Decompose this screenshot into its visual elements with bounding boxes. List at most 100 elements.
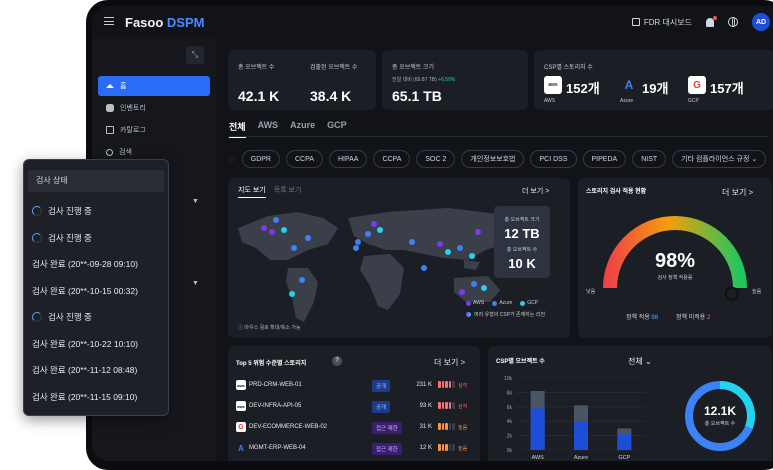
detected-objects-label: 검출된 오브젝트 수 — [310, 65, 358, 71]
chip-pipa[interactable]: 개인정보보호법 — [461, 150, 525, 168]
brand-logo[interactable]: Fasoo DSPM — [125, 15, 204, 30]
region-marker[interactable] — [291, 245, 297, 251]
scan-status-item[interactable]: 검사 진행 중 — [32, 229, 166, 247]
risk-level-bars — [438, 381, 455, 388]
fdr-dashboard-link[interactable]: FDR 대시보드 — [631, 17, 692, 28]
map-more-link[interactable]: 더 보기 > — [522, 188, 550, 195]
chevron-down-icon[interactable]: ▼ — [192, 280, 199, 287]
table-row[interactable]: A MGMT-ERP-WEB-04 접근 제한 12 K 높음 — [236, 441, 472, 455]
chip-pipeda[interactable]: PIPEDA — [582, 150, 627, 168]
region-marker[interactable] — [409, 239, 415, 245]
sidebar-item-inventory[interactable]: 인벤토리 — [98, 98, 210, 118]
region-marker[interactable] — [437, 241, 443, 247]
chip-ccpa-2[interactable]: CCPA — [373, 150, 411, 168]
table-row[interactable]: aws DEV-INFRA-API-05 공개 93 K 심각 — [236, 399, 472, 413]
sidebar-item-catalog[interactable]: 카탈로그 — [98, 120, 210, 140]
y-tick-label: 0k — [507, 448, 513, 454]
scan-status-item[interactable]: 검사 완료 (20**-09-28 09:10) — [32, 255, 166, 273]
scan-status-item[interactable]: 검사 완료 (20**-10-15 00:32) — [32, 282, 166, 300]
risk-level: 심각 — [458, 383, 468, 389]
csp-chart-filter[interactable]: 전체 ⌄ — [628, 357, 652, 366]
region-marker[interactable] — [475, 229, 481, 235]
scan-status-item[interactable]: 검사 진행 중 — [32, 202, 166, 220]
table-row[interactable]: aws PRD-CRM-WEB-01 공개 231 K 심각 — [236, 378, 472, 392]
region-marker[interactable] — [353, 245, 359, 251]
gauge-high-label: 높음 — [752, 289, 762, 295]
chip-ccpa[interactable]: CCPA — [286, 150, 323, 168]
region-marker[interactable] — [421, 265, 427, 271]
brand-name: Fasoo — [125, 15, 164, 30]
tab-all[interactable]: 전체 — [229, 120, 246, 138]
tab-azure[interactable]: Azure — [290, 120, 316, 130]
table-row[interactable]: G DEV-ECOMMERCE-WEB-02 접근 제한 31 K 높음 — [236, 420, 472, 434]
bar-detected[interactable] — [574, 421, 588, 450]
risk-level-bar — [448, 444, 451, 451]
aws-logo-icon: aws — [236, 401, 246, 411]
region-marker[interactable] — [459, 289, 465, 295]
globe-icon[interactable] — [728, 17, 738, 27]
scan-status-item[interactable]: 검사 완료 (20**-10-22 10:10) — [32, 335, 166, 353]
chip-nist[interactable]: NIST — [632, 150, 667, 168]
region-marker[interactable] — [365, 231, 371, 237]
help-icon[interactable]: ? — [332, 356, 342, 366]
chip-pci-dss[interactable]: PCI DSS — [530, 150, 577, 168]
risk-more-link[interactable]: 더 보기 > — [434, 358, 466, 367]
map-card: 지도 보기 목록 보기 더 보기 > 총 오브젝트 크기 12 TB 총 오브젝… — [228, 178, 570, 338]
risk-level-bar — [438, 381, 441, 388]
tab-aws[interactable]: AWS — [257, 120, 279, 130]
region-marker[interactable] — [471, 281, 477, 287]
region-marker[interactable] — [355, 239, 361, 245]
bell-icon[interactable] — [706, 15, 717, 27]
scan-status-item[interactable]: 검사 완료 (20**-11-15 09:10) — [32, 388, 166, 406]
chip-soc2[interactable]: SOC 2 — [416, 150, 456, 168]
scan-status-item[interactable]: 검사 완료 (20**-11-12 08:48) — [32, 361, 166, 379]
object-size-value: 65.1 TB — [392, 88, 442, 104]
x-tick-label: Azure — [574, 455, 588, 461]
chip-gdpr[interactable]: GDPR — [241, 150, 280, 168]
scan-status-text: 검사 진행 중 — [48, 312, 92, 322]
region-marker[interactable] — [469, 253, 475, 259]
region-marker[interactable] — [299, 277, 305, 283]
region-marker[interactable] — [261, 225, 267, 231]
top-actions: FDR 대시보드 AD — [631, 13, 770, 31]
chip-other-compliance[interactable]: 기타 컴플라이언스 규정 ⌄ — [672, 150, 767, 168]
region-marker[interactable] — [289, 291, 295, 297]
chip-hipaa[interactable]: HIPAA — [328, 150, 368, 168]
fdr-link-label: FDR 대시보드 — [643, 17, 692, 27]
region-marker[interactable] — [305, 235, 311, 241]
region-marker[interactable] — [481, 285, 487, 291]
bar-detected[interactable] — [617, 434, 632, 450]
tab-gcp[interactable]: GCP — [327, 120, 347, 130]
collapse-icon[interactable]: ⤡ — [186, 46, 204, 64]
y-tick-label: 4k — [507, 419, 513, 425]
region-marker[interactable] — [457, 245, 463, 251]
tab-list-view[interactable]: 목록 보기 — [273, 187, 302, 194]
chevron-down-icon[interactable]: ▼ — [192, 198, 199, 205]
gauge-more-link[interactable]: 더 보기 > — [722, 188, 754, 197]
risk-level-bar — [441, 402, 444, 409]
region-marker[interactable] — [445, 249, 451, 255]
map-size-label: 총 오브젝트 크기 — [504, 217, 540, 223]
region-marker[interactable] — [377, 227, 383, 233]
scan-status-item[interactable]: 검사 진행 중 — [32, 308, 166, 326]
map-legend: AWS Azure GCP — [466, 300, 538, 306]
menu-icon[interactable] — [104, 17, 114, 25]
world-map[interactable] — [228, 198, 570, 338]
sidebar-item-home[interactable]: 홈 — [98, 76, 210, 96]
sidebar-item-search[interactable]: 검색 — [98, 142, 210, 162]
region-marker[interactable] — [281, 227, 287, 233]
avatar[interactable]: AD — [752, 13, 770, 31]
map-summary-box: 총 오브젝트 크기 12 TB 총 오브젝트 수 10 K — [494, 206, 550, 278]
object-size-delta: 전일 대비 (60.87 TB) +6.50% — [392, 76, 455, 83]
region-marker[interactable] — [269, 229, 275, 235]
scan-status-text: 검사 진행 중 — [48, 206, 92, 216]
region-marker[interactable] — [273, 217, 279, 223]
tab-map-view[interactable]: 지도 보기 — [238, 185, 266, 198]
multi-csp-dot-icon — [466, 312, 471, 317]
top-bar: Fasoo DSPM FDR 대시보드 AD — [92, 6, 773, 38]
chevron-left-icon[interactable]: ◌ — [229, 154, 234, 164]
legend-gcp: GCP — [520, 300, 538, 306]
region-marker[interactable] — [371, 221, 377, 227]
gauge-label: 검사 정책 적용률 — [657, 275, 693, 281]
bar-detected[interactable] — [530, 408, 545, 450]
